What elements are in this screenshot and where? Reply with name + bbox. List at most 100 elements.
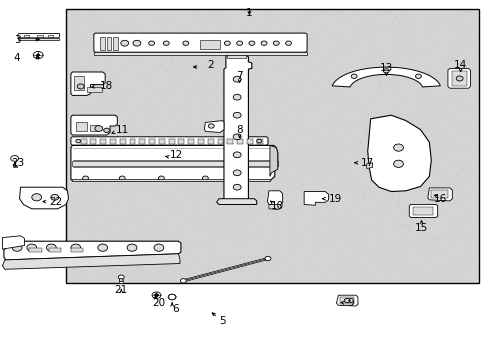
Point xyxy=(90,165,98,171)
Point xyxy=(286,235,294,240)
Point xyxy=(173,101,181,107)
Point xyxy=(318,220,325,226)
Point xyxy=(114,182,122,188)
Point xyxy=(206,86,214,92)
Point xyxy=(64,85,72,90)
Point xyxy=(291,208,299,214)
Point xyxy=(346,121,354,126)
Point xyxy=(293,211,301,217)
Point xyxy=(374,206,382,212)
Point xyxy=(295,149,303,155)
Point xyxy=(333,181,341,187)
Point xyxy=(244,253,251,259)
Point xyxy=(121,14,129,19)
Point xyxy=(95,212,103,217)
Point xyxy=(428,234,436,240)
Point xyxy=(430,158,438,164)
Point xyxy=(87,147,95,153)
Point xyxy=(252,123,260,129)
Point xyxy=(111,104,119,109)
Point xyxy=(235,196,243,202)
Point xyxy=(120,189,127,194)
Point xyxy=(342,72,350,78)
Point xyxy=(95,234,103,239)
Point xyxy=(366,258,374,264)
Point xyxy=(142,226,149,232)
Point xyxy=(219,194,227,200)
Point xyxy=(162,26,170,32)
Point xyxy=(251,71,259,77)
Point xyxy=(81,105,88,111)
Point xyxy=(193,177,201,183)
Point xyxy=(233,172,241,178)
Point xyxy=(76,87,84,93)
Point xyxy=(91,182,99,188)
Point xyxy=(250,233,258,239)
Point xyxy=(327,114,335,120)
Point xyxy=(276,196,284,202)
Point xyxy=(315,56,323,62)
Point xyxy=(403,259,410,265)
Point xyxy=(389,88,397,94)
Point xyxy=(129,176,137,182)
Point xyxy=(165,93,173,98)
Point xyxy=(223,126,231,132)
Point xyxy=(360,29,368,35)
Point xyxy=(169,208,177,213)
Point xyxy=(366,269,374,274)
Point xyxy=(361,39,368,45)
Point xyxy=(438,124,446,130)
Point xyxy=(215,239,223,244)
Point xyxy=(146,77,154,83)
Point xyxy=(200,154,207,159)
Point xyxy=(431,136,439,142)
Point xyxy=(258,104,265,109)
Point xyxy=(174,26,182,32)
Point xyxy=(215,93,223,99)
Point xyxy=(431,70,439,76)
Point xyxy=(86,123,94,129)
Point xyxy=(367,45,375,50)
Point xyxy=(109,128,117,134)
Point xyxy=(177,41,185,47)
Point xyxy=(214,54,222,60)
Point xyxy=(66,117,74,123)
Point xyxy=(98,34,106,40)
Text: 4: 4 xyxy=(14,53,20,63)
Point xyxy=(92,276,100,282)
Point xyxy=(326,12,334,18)
Point xyxy=(264,141,271,147)
Point xyxy=(102,244,110,249)
Point xyxy=(306,102,314,108)
Point xyxy=(306,94,314,100)
Point xyxy=(285,180,293,186)
Point xyxy=(87,157,95,162)
Point xyxy=(194,258,202,264)
Point xyxy=(323,242,331,248)
Point xyxy=(325,120,332,125)
Point xyxy=(193,226,201,232)
Point xyxy=(176,88,183,94)
Point xyxy=(399,58,407,64)
Point xyxy=(98,131,105,136)
Point xyxy=(214,107,222,112)
Point xyxy=(216,209,224,215)
Point xyxy=(387,19,395,25)
Point xyxy=(227,119,235,125)
Point xyxy=(410,187,418,193)
Point xyxy=(394,167,402,172)
Point xyxy=(306,26,314,31)
Point xyxy=(440,246,447,252)
Point xyxy=(230,142,238,148)
Point xyxy=(188,38,196,44)
Point xyxy=(394,193,402,199)
Point xyxy=(375,130,383,136)
Point xyxy=(316,86,324,92)
Point xyxy=(402,228,410,233)
Point xyxy=(150,116,158,122)
Point xyxy=(138,267,145,273)
Point xyxy=(390,171,398,177)
Point xyxy=(94,96,102,102)
Point xyxy=(113,116,121,121)
Point xyxy=(466,252,473,258)
